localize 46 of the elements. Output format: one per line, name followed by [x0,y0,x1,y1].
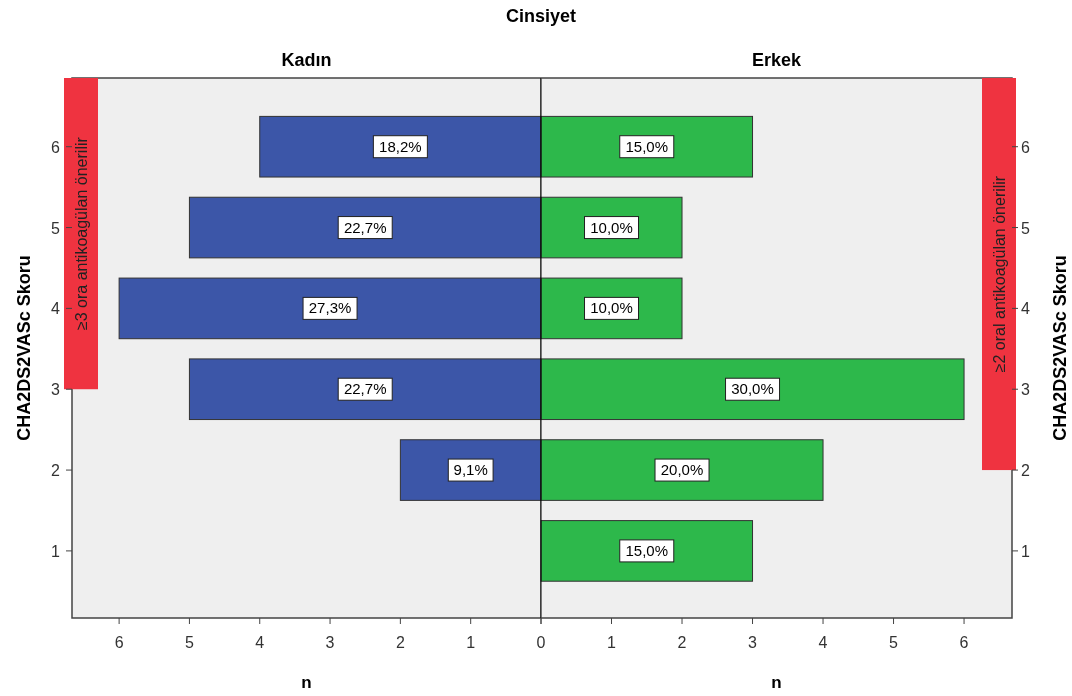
text: Cinsiyet [505,6,577,26]
y-tick-label: 4 [1021,300,1030,318]
y-tick-label: 3 [1021,381,1030,399]
x-tick-label: 6 [959,634,969,651]
annotation: 15,0% [625,541,669,559]
annotation: 10,0% [590,299,633,317]
band-label: ≥2 oral antikoagülan önerilir [991,175,1008,373]
annotation: 20,0% [660,461,704,479]
y-tick-label: 5 [51,219,61,237]
y-tick-label: 1 [1021,542,1030,560]
x-tick-label: 2 [395,634,405,651]
x-tick-label: 6 [114,634,124,651]
x-axis-title: n [301,673,312,692]
y-tick-label: 6 [51,138,61,156]
x-axis-title: n [771,673,782,692]
y-tick-label: 5 [1021,219,1030,237]
y-tick-label: 1 [51,542,61,560]
y-tick-label: 3 [51,381,61,399]
chart-title: Erkek [751,50,803,70]
x-tick-label: 3 [325,634,335,651]
x-tick-label: 4 [818,634,828,651]
y-tick-label: 4 [51,300,61,318]
annotation: 9,1% [453,461,488,479]
chart-title: Kadın [281,50,332,70]
bar [540,520,754,582]
y-tick-label: 6 [1021,138,1030,156]
annotation: 30,0% [731,380,774,398]
annotation: 22,7% [343,218,387,236]
annotation: 27,3% [308,299,352,317]
y-axis-title: CHA2DS2VASc Skoru [1050,255,1070,441]
y-axis-title: CHA2DS2VASc Skoru [14,255,34,441]
annotation: 15,0% [625,137,669,155]
y-tick-label: 2 [1021,462,1030,480]
annotation: 22,7% [343,380,387,398]
band-label: ≥3 ora antikoagülan önerilir [73,136,90,331]
y-tick-label: 2 [51,462,61,480]
x-tick-label: 3 [748,634,758,651]
x-tick-label: 5 [889,634,899,651]
x-tick-label: 1 [607,634,617,651]
x-tick-label: 1 [466,634,476,651]
x-tick-label: 4 [255,634,265,651]
x-tick-label: 2 [677,634,687,651]
x-tick-label: 5 [184,634,194,651]
annotation: 10,0% [590,218,633,236]
x-tick-label: 0 [536,634,546,651]
annotation: 18,2% [379,137,422,155]
